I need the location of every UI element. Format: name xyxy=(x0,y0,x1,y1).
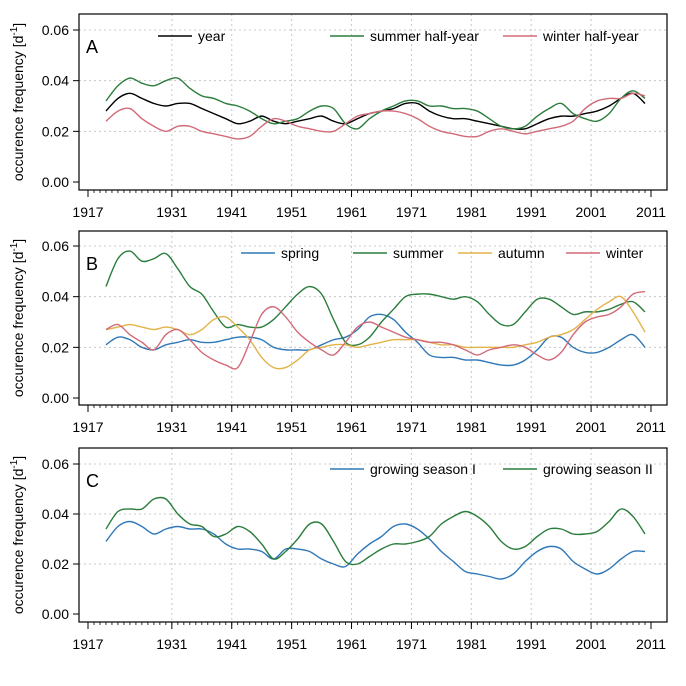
x-tick-label: 1951 xyxy=(276,204,307,220)
y-tick-label: 0.00 xyxy=(42,174,69,190)
x-tick-label: 1961 xyxy=(336,419,367,435)
legend-label-winter: winter xyxy=(605,245,644,261)
y-axis-label: occurence frequency [d-1] xyxy=(9,23,26,181)
y-axis-label-superscript: -1 xyxy=(9,26,20,35)
x-tick-label: 1917 xyxy=(72,419,103,435)
y-axis-label: occurence frequency [d-1] xyxy=(9,239,26,397)
x-tick-label: 1941 xyxy=(216,419,247,435)
x-tick-label: 1931 xyxy=(156,636,187,652)
y-tick-label: 0.04 xyxy=(42,289,69,305)
legend-label-growing-season-i: growing season I xyxy=(370,461,476,477)
panel-label: C xyxy=(86,471,99,491)
legend-label-summer-half-year: summer half-year xyxy=(370,28,479,44)
x-tick-label: 1951 xyxy=(276,636,307,652)
x-tick-label: 1951 xyxy=(276,419,307,435)
x-tick-label: 1941 xyxy=(216,204,247,220)
y-tick-label: 0.02 xyxy=(42,556,69,572)
chart-panel-a: 1917 1931 1941 1951 1961 1971 1981 1991 2001 2011… xyxy=(9,13,668,220)
y-tick-label: 0.02 xyxy=(42,123,69,139)
series-line-autumn xyxy=(105,295,646,370)
x-tick-label: 1961 xyxy=(336,204,367,220)
y-tick-label: 0.06 xyxy=(42,238,69,254)
plot-frame xyxy=(78,447,668,623)
x-tick-label: 2001 xyxy=(576,419,607,435)
legend-label-growing-season-ii: growing season II xyxy=(543,461,653,477)
panel-label: A xyxy=(86,37,98,57)
series-line-spring xyxy=(105,313,646,367)
y-tick-label: 0.04 xyxy=(42,73,69,89)
x-tick-label: 2011 xyxy=(636,204,666,220)
y-tick-label: 0.06 xyxy=(42,456,69,472)
x-tick-label: 1991 xyxy=(516,636,547,652)
x-tick-label: 2011 xyxy=(636,636,666,652)
x-tick-label: 1941 xyxy=(216,636,247,652)
y-axis-label-text: occurence frequency [d xyxy=(10,469,26,615)
x-tick-label: 2011 xyxy=(636,419,666,435)
series-line-year xyxy=(105,92,646,130)
y-axis-label-suffix: ] xyxy=(10,23,26,27)
panel-label: B xyxy=(86,254,98,274)
chart-panel-b: 1917 1931 1941 1951 1961 1971 1981 1991 2001 2011… xyxy=(9,230,668,435)
y-tick-label: 0.00 xyxy=(42,390,69,406)
plot-frame xyxy=(78,230,668,406)
x-tick-label: 1917 xyxy=(72,636,103,652)
y-tick-label: 0.00 xyxy=(42,606,69,622)
y-tick-label: 0.02 xyxy=(42,339,69,355)
y-axis-label: occurence frequency [d-1] xyxy=(9,456,26,614)
x-tick-label: 1981 xyxy=(456,636,487,652)
x-tick-label: 1917 xyxy=(72,204,103,220)
x-tick-label: 1991 xyxy=(516,204,547,220)
y-tick-label: 0.06 xyxy=(42,22,69,38)
x-tick-label: 1961 xyxy=(336,636,367,652)
x-tick-label: 2001 xyxy=(576,636,607,652)
series-line-winter-half-year xyxy=(105,92,646,140)
series-line-summer xyxy=(105,250,646,347)
legend-label-spring: spring xyxy=(281,245,319,261)
y-axis-label-superscript: -1 xyxy=(9,242,20,251)
plot-frame xyxy=(78,13,668,191)
x-tick-label: 1991 xyxy=(516,419,547,435)
x-tick-label: 1971 xyxy=(396,419,427,435)
y-axis-label-suffix: ] xyxy=(10,456,26,460)
x-tick-label: 1931 xyxy=(156,204,187,220)
x-tick-label: 1981 xyxy=(456,419,487,435)
y-axis-label-suffix: ] xyxy=(10,239,26,243)
chart-panel-c: 1917 1931 1941 1951 1961 1971 1981 1991 2001 2011… xyxy=(9,447,668,652)
y-tick-label: 0.04 xyxy=(42,506,69,522)
series-line-growing-season-i xyxy=(105,520,646,580)
legend-label-year: year xyxy=(198,28,226,44)
x-tick-label: 1971 xyxy=(396,636,427,652)
x-tick-label: 1981 xyxy=(456,204,487,220)
series-line-summer-half-year xyxy=(105,77,646,130)
y-axis-label-superscript: -1 xyxy=(9,459,20,468)
y-axis-label-text: occurence frequency [d xyxy=(10,36,26,182)
legend-label-summer: summer xyxy=(393,245,444,261)
x-tick-label: 2001 xyxy=(576,204,607,220)
legend-label-winter-half-year: winter half-year xyxy=(542,28,639,44)
x-tick-label: 1971 xyxy=(396,204,427,220)
y-axis-label-text: occurence frequency [d xyxy=(10,252,26,398)
legend-label-autumn: autumn xyxy=(498,245,545,261)
series-line-winter xyxy=(105,290,646,370)
x-tick-label: 1931 xyxy=(156,419,187,435)
series-line-growing-season-ii xyxy=(105,496,646,566)
